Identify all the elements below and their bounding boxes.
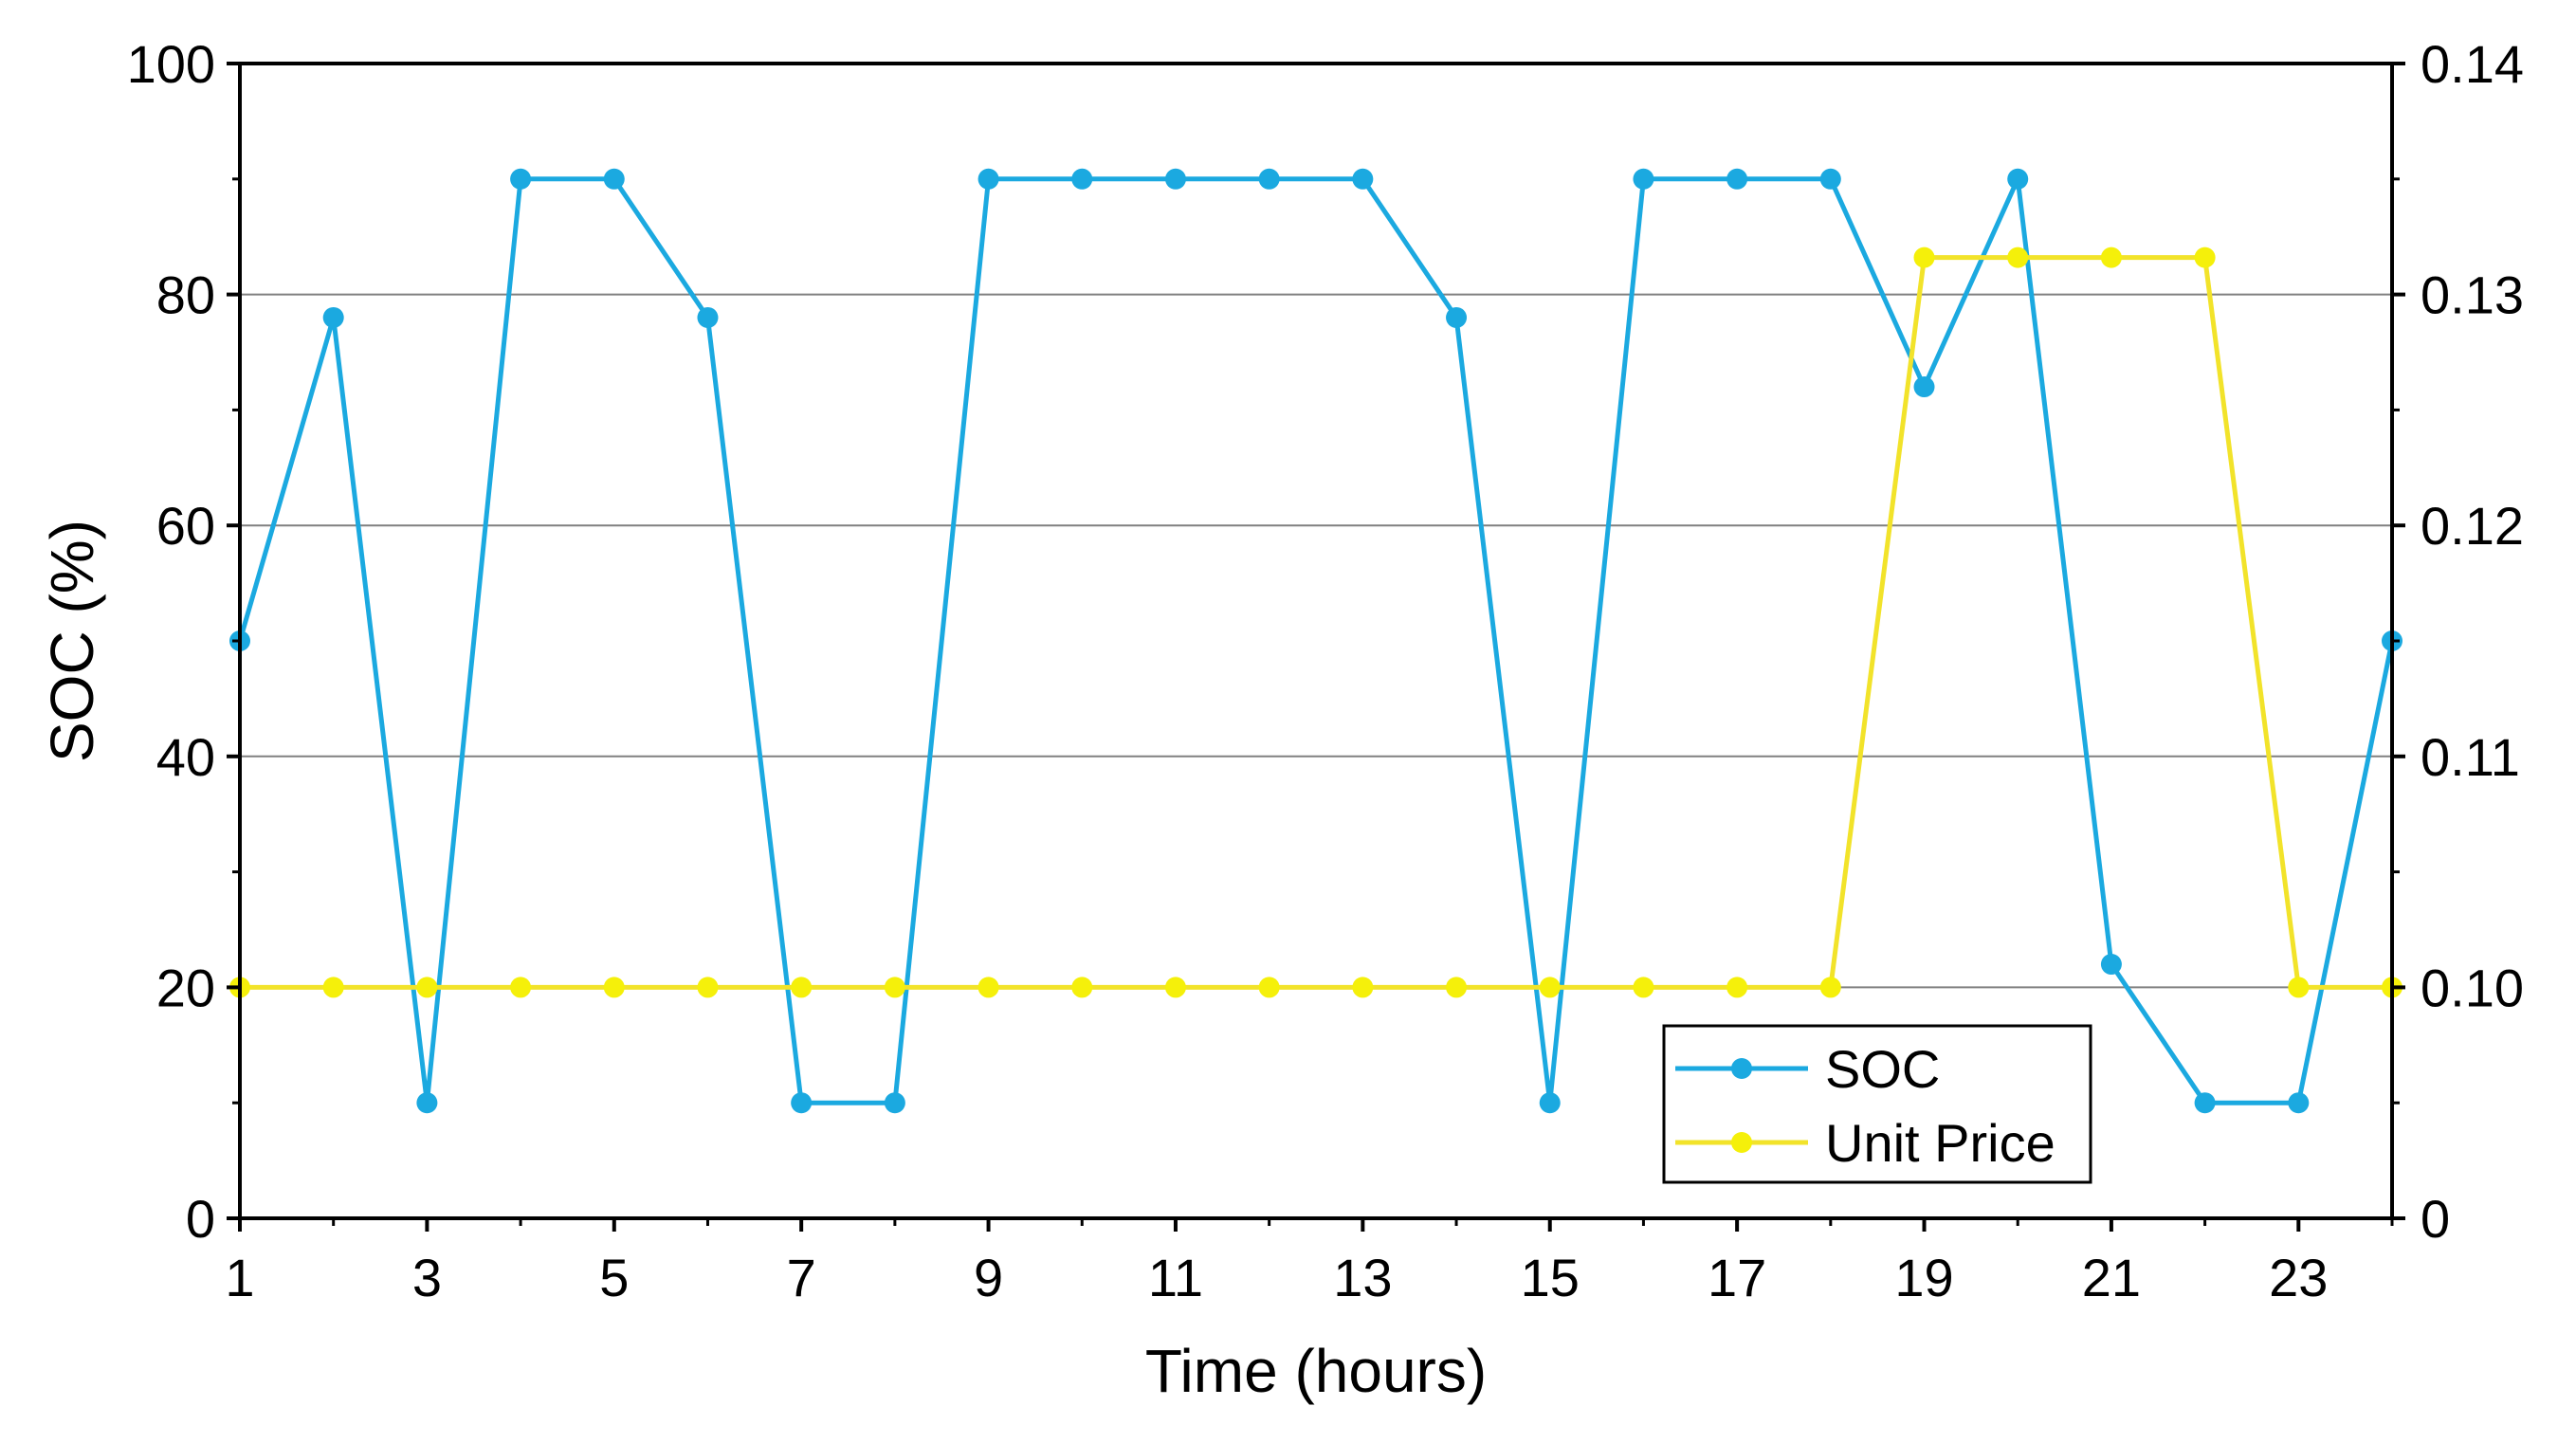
- y-right-tick-label: 0: [2421, 1189, 2450, 1249]
- data-point-soc: [1164, 168, 1186, 190]
- x-tick-label: 13: [1333, 1248, 1392, 1307]
- data-point-unit-price: [2194, 247, 2216, 268]
- data-point-soc: [603, 168, 625, 190]
- data-point-unit-price: [1913, 247, 1935, 268]
- data-point-unit-price: [416, 977, 438, 998]
- data-point-unit-price: [1446, 977, 1468, 998]
- data-point-soc: [322, 306, 344, 328]
- data-point-soc: [1913, 376, 1935, 398]
- legend-label-unit-price: Unit Price: [1825, 1113, 2055, 1173]
- y-left-tick-label: 0: [186, 1189, 215, 1249]
- data-point-unit-price: [322, 977, 344, 998]
- data-point-unit-price: [2100, 247, 2122, 268]
- y-right-tick-label: 0.13: [2421, 265, 2524, 325]
- data-point-soc: [1258, 168, 1280, 190]
- legend-marker-soc: [1731, 1058, 1752, 1079]
- data-point-soc: [2007, 168, 2029, 190]
- x-tick-label: 7: [787, 1248, 816, 1307]
- legend: SOC Unit Price: [1662, 1024, 2092, 1184]
- legend-label-soc: SOC: [1825, 1039, 1940, 1099]
- x-tick-label: 17: [1708, 1248, 1766, 1307]
- data-point-unit-price: [697, 977, 719, 998]
- x-tick-label: 19: [1894, 1248, 1953, 1307]
- x-axis-title: Time (hours): [1145, 1337, 1487, 1405]
- data-point-unit-price: [1258, 977, 1280, 998]
- data-point-soc: [1446, 306, 1468, 328]
- series-layer: [229, 168, 2402, 1114]
- data-point-soc: [1352, 168, 1374, 190]
- x-tick-label: 21: [2082, 1248, 2141, 1307]
- data-point-soc: [1633, 168, 1654, 190]
- data-point-unit-price: [1352, 977, 1374, 998]
- x-tick-label: 9: [974, 1248, 1003, 1307]
- data-point-soc: [2288, 1092, 2310, 1114]
- data-point-soc: [791, 1092, 813, 1114]
- data-point-unit-price: [1164, 977, 1186, 998]
- y-left-tick-label: 40: [156, 727, 215, 787]
- series-line-soc: [237, 170, 2395, 1105]
- data-point-unit-price: [1071, 977, 1093, 998]
- x-tick-label: 11: [1148, 1248, 1203, 1307]
- legend-marker-unit-price: [1731, 1132, 1752, 1153]
- axis-ticks: [227, 62, 2405, 1232]
- data-point-unit-price: [884, 977, 905, 998]
- y-right-tick-label: 0.14: [2421, 34, 2524, 94]
- data-point-unit-price: [2007, 247, 2029, 268]
- data-point-unit-price: [2288, 977, 2310, 998]
- data-point-soc: [2100, 954, 2122, 976]
- data-point-soc: [884, 1092, 905, 1114]
- y-axis-title-left: SOC (%): [38, 520, 106, 762]
- x-tick-label: 3: [412, 1248, 442, 1307]
- x-tick-label: 23: [2269, 1248, 2328, 1307]
- data-point-unit-price: [510, 977, 532, 998]
- data-point-unit-price: [1819, 977, 1841, 998]
- y-left-tick-label: 100: [127, 34, 215, 94]
- data-point-soc: [1071, 168, 1093, 190]
- y-right-tick-label: 0.11: [2421, 727, 2520, 787]
- x-tick-label: 5: [599, 1248, 629, 1307]
- y-left-tick-label: 60: [156, 496, 215, 556]
- legend-box: [1662, 1024, 2092, 1184]
- series-line-unit-price: [240, 255, 2392, 990]
- y-right-tick-label: 0.12: [2421, 496, 2524, 556]
- x-tick-label: 1: [225, 1248, 254, 1307]
- y-right-tick-label: 0.10: [2421, 958, 2524, 1017]
- data-point-soc: [2194, 1092, 2216, 1114]
- data-point-soc: [510, 168, 532, 190]
- data-point-unit-price: [1539, 977, 1561, 998]
- data-point-soc: [416, 1092, 438, 1114]
- data-point-unit-price: [603, 977, 625, 998]
- data-point-unit-price: [791, 977, 813, 998]
- data-point-unit-price: [977, 977, 999, 998]
- data-point-soc: [1819, 168, 1841, 190]
- data-point-unit-price: [1726, 977, 1748, 998]
- data-point-unit-price: [1633, 977, 1654, 998]
- data-point-soc: [977, 168, 999, 190]
- x-tick-label: 15: [1521, 1248, 1580, 1307]
- y-left-tick-label: 80: [156, 265, 215, 325]
- data-point-soc: [1539, 1092, 1561, 1114]
- data-point-soc: [1726, 168, 1748, 190]
- data-point-soc: [697, 306, 719, 328]
- y-left-tick-label: 20: [156, 958, 215, 1017]
- gridlines: [240, 293, 2392, 989]
